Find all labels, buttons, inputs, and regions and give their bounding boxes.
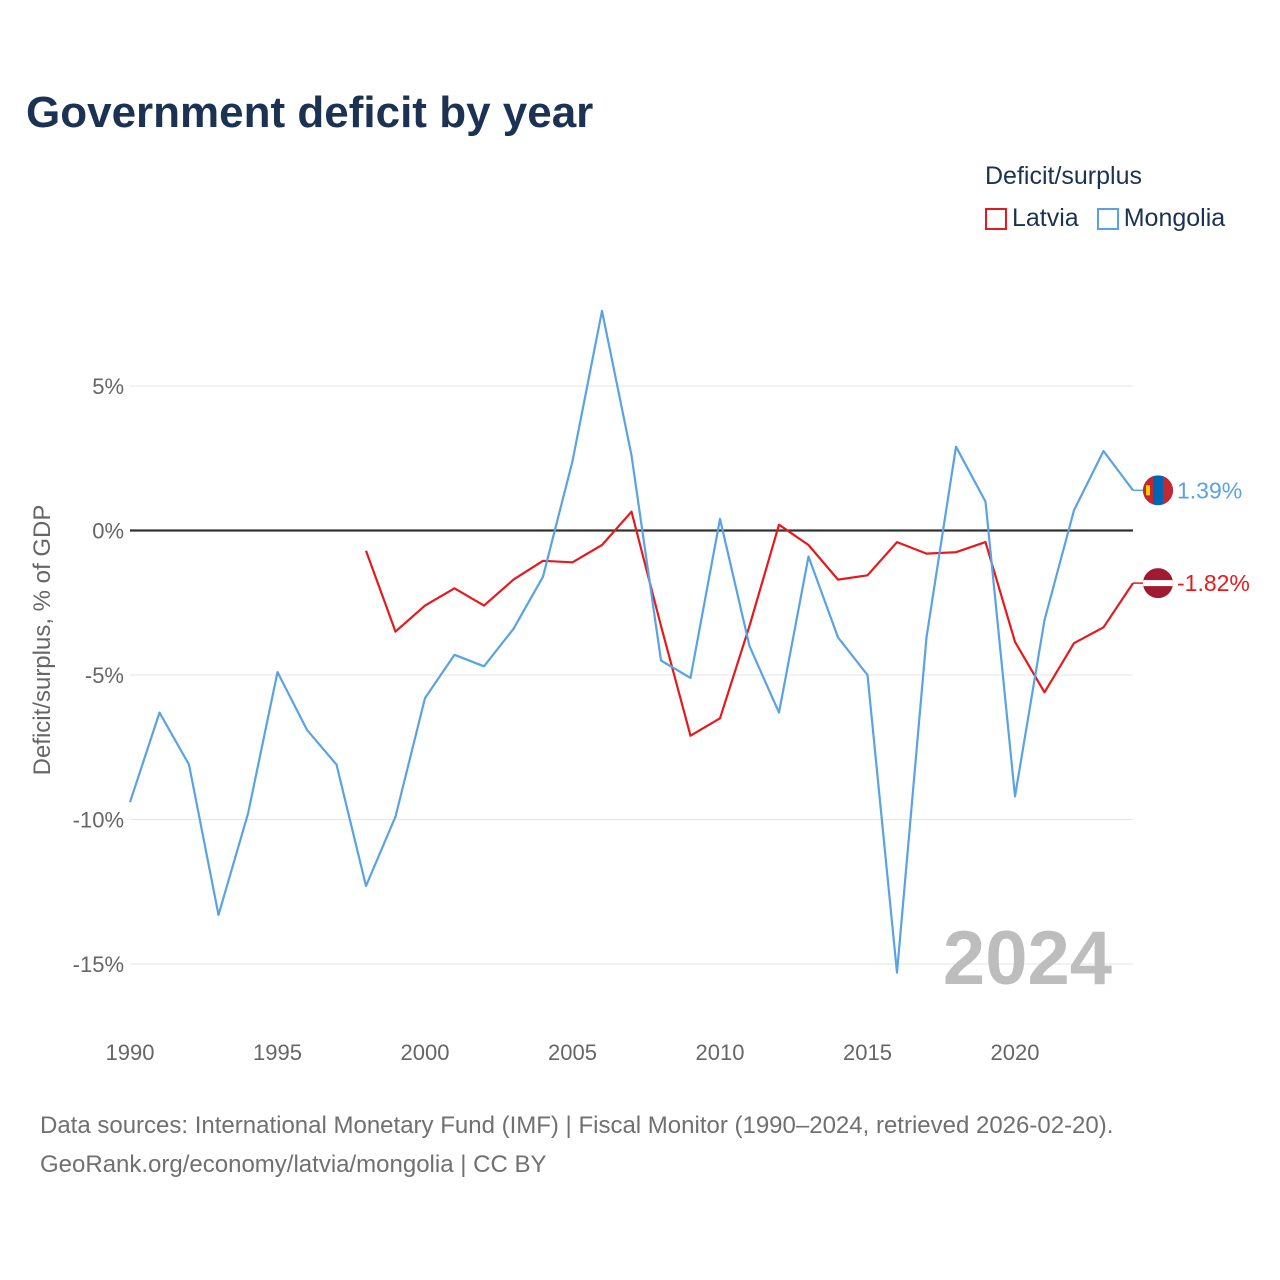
legend-item-mongolia[interactable]: Mongolia — [1096, 204, 1226, 233]
y-tick-label: 0% — [92, 519, 124, 544]
x-tick-label: 1990 — [106, 1040, 155, 1065]
series-line-mongolia — [128, 309, 1134, 974]
y-tick-label: -5% — [85, 663, 124, 688]
legend-label-latvia: Latvia — [1012, 204, 1079, 232]
x-tick-label: 2005 — [548, 1040, 597, 1065]
source-url-license: GeoRank.org/economy/latvia/mongolia | CC… — [40, 1151, 547, 1178]
legend-title: Deficit/surplus — [985, 162, 1142, 190]
legend-swatch-latvia — [985, 207, 1007, 230]
footer: Data sources: International Monetary Fun… — [40, 1106, 1113, 1184]
y-tick-label: -10% — [73, 808, 124, 833]
year-label: 2024 — [943, 916, 1112, 1001]
flag-mongolia — [1143, 475, 1173, 506]
x-tick-label: 2010 — [696, 1040, 745, 1065]
x-tick-label: 2020 — [991, 1040, 1040, 1065]
x-tick-label: 2015 — [843, 1040, 892, 1065]
y-tick-label: 5% — [92, 374, 124, 399]
y-tick-label: -15% — [73, 952, 124, 977]
legend-label-mongolia: Mongolia — [1123, 204, 1226, 232]
x-tick-label: 2000 — [401, 1040, 450, 1065]
series-line-latvia — [364, 510, 1134, 737]
legend-swatch-mongolia — [1096, 207, 1119, 230]
flag-latvia — [1143, 568, 1173, 599]
legend: Latvia Mongolia — [985, 204, 1225, 233]
end-label-latvia: -1.82% — [1177, 570, 1250, 596]
x-tick-label: 1995 — [253, 1040, 302, 1065]
end-label-mongolia: 1.39% — [1177, 477, 1242, 503]
data-sources-note: Data sources: International Monetary Fun… — [40, 1112, 1114, 1139]
chart-title: Government deficit by year — [26, 88, 594, 137]
y-axis-label: Deficit/surplus, % of GDP — [29, 505, 56, 776]
legend-item-latvia[interactable]: Latvia — [985, 204, 1079, 233]
